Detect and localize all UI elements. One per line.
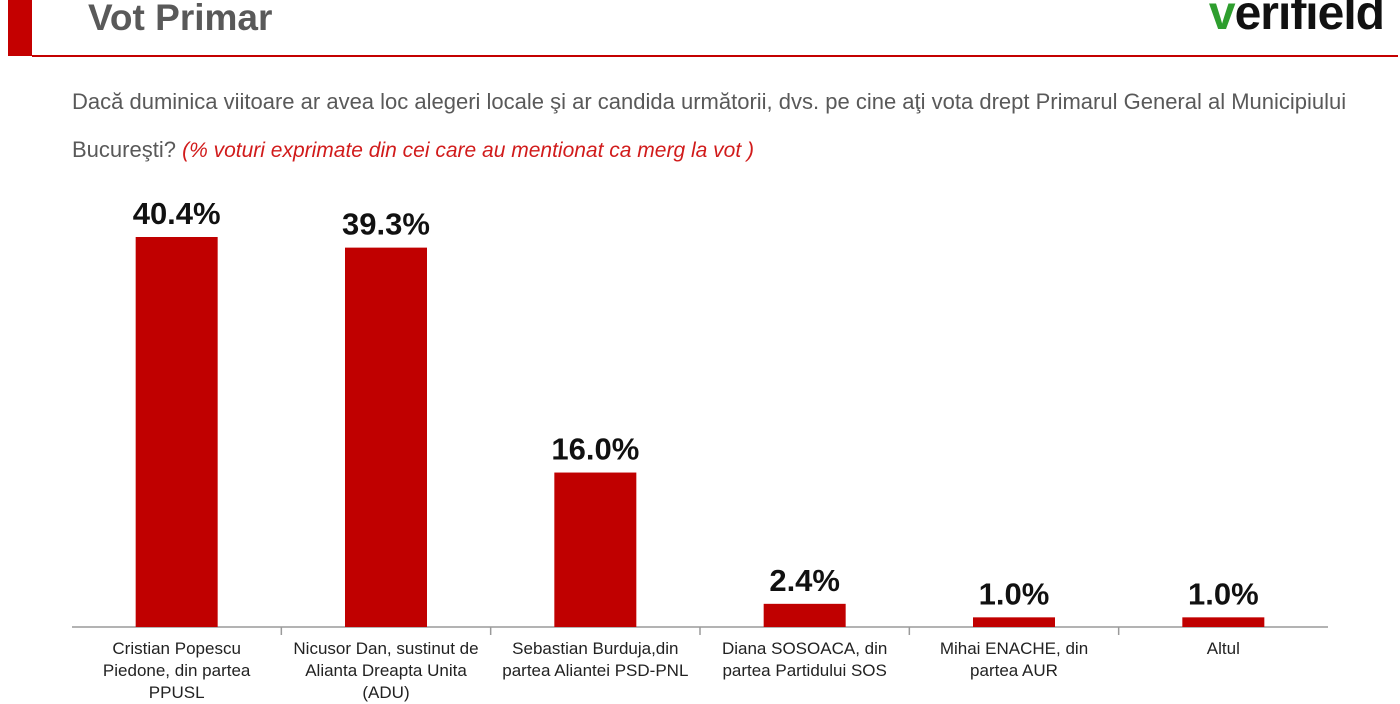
- category-label-6: Altul: [1206, 639, 1240, 658]
- bar-5: [973, 617, 1055, 627]
- logo-v-letter: v: [1208, 0, 1236, 40]
- header-accent-block: [8, 0, 32, 56]
- category-label-3: Sebastian Burduja,din partea Aliantei PS…: [502, 639, 689, 680]
- data-label-6: 1.0%: [1188, 576, 1259, 611]
- bar-4: [763, 603, 846, 627]
- bar-3: [554, 472, 637, 627]
- question-note: (% voturi exprimate din cei care au ment…: [182, 139, 754, 162]
- bar-6: [1182, 617, 1265, 627]
- page-title: Vot Primar: [88, 0, 273, 38]
- verifield-logo: verifield: [1208, 0, 1385, 42]
- data-label-5: 1.0%: [979, 576, 1050, 611]
- data-label-1: 40.4%: [133, 196, 221, 231]
- logo-rest: erifield: [1234, 0, 1385, 40]
- survey-question: Dacă duminica viitoare ar avea loc alege…: [72, 78, 1382, 175]
- question-text: Dacă duminica viitoare ar avea loc alege…: [72, 89, 1347, 162]
- bar-2: [345, 247, 427, 627]
- category-label-1: Cristian Popescu Piedone, din partea PPU…: [102, 639, 251, 702]
- category-label-5: Mihai ENACHE, din partea AUR: [939, 639, 1089, 680]
- category-label-4: Diana SOSOACA, din partea Partidului SOS: [721, 639, 888, 680]
- data-label-3: 16.0%: [551, 432, 639, 467]
- data-label-4: 2.4%: [769, 563, 840, 598]
- category-label-2: Nicusor Dan, sustinut de Alianta Dreapta…: [293, 639, 479, 702]
- data-label-2: 39.3%: [342, 207, 430, 242]
- header-divider: [32, 55, 1398, 57]
- bar-1: [135, 237, 218, 627]
